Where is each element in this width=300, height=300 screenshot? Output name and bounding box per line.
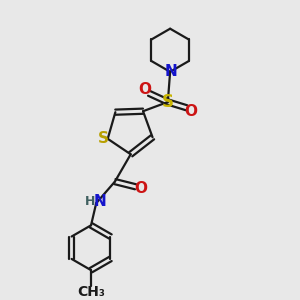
Text: H: H xyxy=(85,195,95,208)
Text: N: N xyxy=(93,194,106,209)
Text: O: O xyxy=(184,104,197,119)
Text: CH₃: CH₃ xyxy=(77,285,105,299)
Text: S: S xyxy=(162,93,174,111)
Text: N: N xyxy=(164,64,177,79)
Text: S: S xyxy=(98,131,109,146)
Text: O: O xyxy=(138,82,151,98)
Text: O: O xyxy=(134,181,147,196)
